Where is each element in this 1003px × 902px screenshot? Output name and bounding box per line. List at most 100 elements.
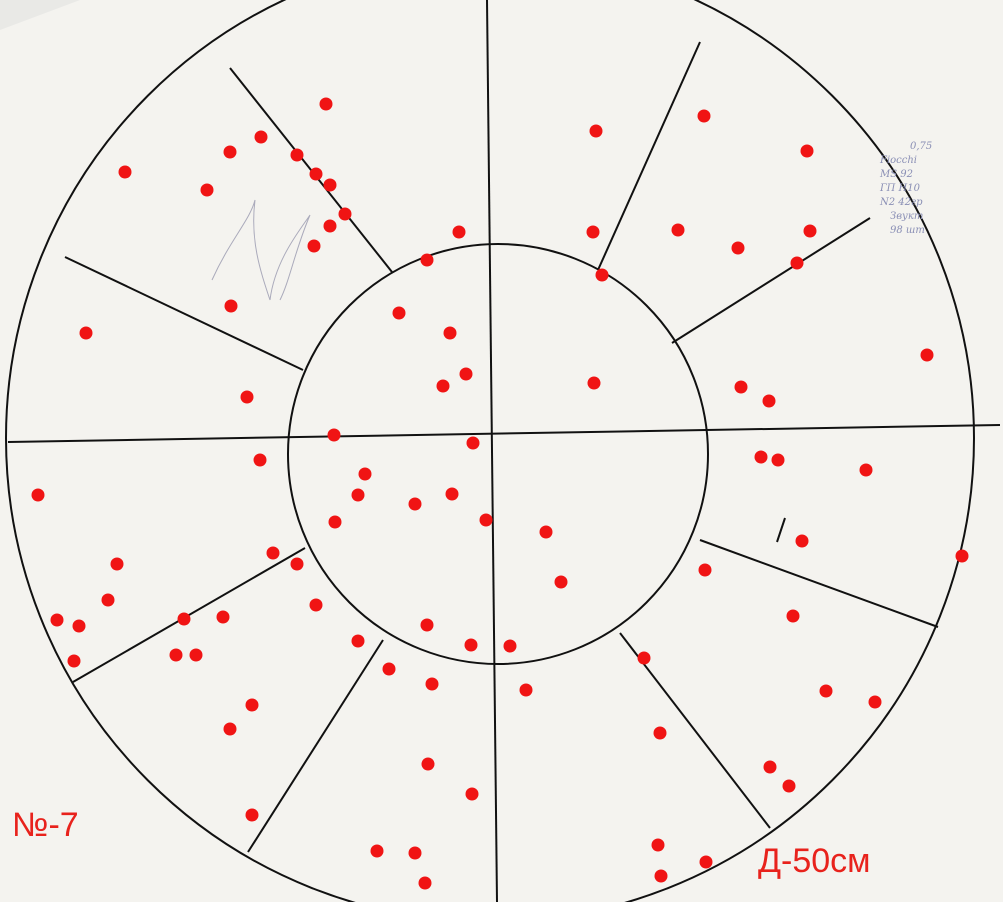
hit-mark: [245, 808, 259, 822]
hit-mark: [408, 846, 422, 860]
sector-line: [597, 41, 701, 271]
hit-mark: [782, 779, 796, 793]
hit-mark: [327, 428, 341, 442]
hit-mark: [554, 575, 568, 589]
hit-mark: [358, 467, 372, 481]
hit-mark: [819, 684, 833, 698]
sector-line: [671, 217, 871, 344]
hit-mark: [790, 256, 804, 270]
hit-mark: [654, 869, 668, 883]
hit-mark: [351, 634, 365, 648]
handwritten-note: MS 92: [880, 169, 913, 180]
hit-mark: [101, 593, 115, 607]
hit-mark: [697, 109, 711, 123]
hit-mark: [803, 224, 817, 238]
hit-mark: [421, 757, 435, 771]
hit-mark: [370, 844, 384, 858]
hit-mark: [118, 165, 132, 179]
hit-mark: [309, 598, 323, 612]
hit-mark: [420, 618, 434, 632]
target-number-label: №-7: [12, 806, 79, 844]
hit-mark: [503, 639, 517, 653]
diameter-label: Д-50см: [758, 842, 871, 880]
hit-mark: [464, 638, 478, 652]
hit-mark: [169, 648, 183, 662]
sector-line: [486, 0, 498, 902]
hit-mark: [868, 695, 882, 709]
hit-mark: [586, 225, 600, 239]
hit-mark: [698, 563, 712, 577]
hit-mark: [418, 876, 432, 890]
handwritten-note: 98 шт: [890, 225, 925, 236]
signature: [211, 199, 311, 301]
inner-circle: [287, 243, 709, 665]
hit-mark: [266, 546, 280, 560]
hit-mark: [254, 130, 268, 144]
hit-mark: [245, 698, 259, 712]
handwritten-note: Звукт: [890, 211, 924, 222]
hit-mark: [459, 367, 473, 381]
hit-mark: [443, 326, 457, 340]
hit-mark: [79, 326, 93, 340]
hit-mark: [408, 497, 422, 511]
handwritten-notes: 0,75 Fiocchi MS 92 ГП Н10 N2 42гр Звукт 98 шт: [880, 140, 932, 238]
hit-mark: [338, 207, 352, 221]
hit-mark: [452, 225, 466, 239]
hit-mark: [290, 557, 304, 571]
hit-mark: [351, 488, 365, 502]
hit-mark: [800, 144, 814, 158]
hit-mark: [323, 219, 337, 233]
hit-mark: [699, 855, 713, 869]
hit-mark: [392, 306, 406, 320]
hit-mark: [223, 722, 237, 736]
hit-marks: [31, 97, 969, 890]
hit-mark: [67, 654, 81, 668]
hit-mark: [72, 619, 86, 633]
hit-mark: [771, 453, 785, 467]
hit-mark: [253, 453, 267, 467]
hit-mark: [445, 487, 459, 501]
hit-mark: [465, 787, 479, 801]
hit-mark: [651, 838, 665, 852]
hit-mark: [110, 557, 124, 571]
hit-mark: [587, 376, 601, 390]
hit-mark: [479, 513, 493, 527]
hit-mark: [200, 183, 214, 197]
handwritten-note: 0,75: [910, 141, 933, 152]
hit-mark: [762, 394, 776, 408]
sector-line: [699, 539, 939, 628]
pen-mark: [776, 517, 786, 543]
hit-mark: [786, 609, 800, 623]
hit-mark: [955, 549, 969, 563]
hit-mark: [307, 239, 321, 253]
hit-mark: [754, 450, 768, 464]
handwritten-note: Fiocchi: [880, 155, 917, 166]
hit-mark: [653, 726, 667, 740]
hit-mark: [323, 178, 337, 192]
hit-mark: [731, 241, 745, 255]
handwritten-note: N2 42гр: [880, 197, 923, 208]
hit-mark: [189, 648, 203, 662]
hit-mark: [589, 124, 603, 138]
hit-mark: [216, 610, 230, 624]
hit-mark: [309, 167, 323, 181]
hit-mark: [290, 148, 304, 162]
hit-mark: [224, 299, 238, 313]
hit-mark: [519, 683, 533, 697]
sector-line: [619, 632, 771, 829]
hit-mark: [31, 488, 45, 502]
hit-mark: [795, 534, 809, 548]
hit-mark: [920, 348, 934, 362]
hit-mark: [671, 223, 685, 237]
hit-mark: [319, 97, 333, 111]
hit-mark: [436, 379, 450, 393]
handwritten-note: ГП Н10: [880, 183, 920, 194]
hit-mark: [425, 677, 439, 691]
hit-mark: [223, 145, 237, 159]
hit-mark: [177, 612, 191, 626]
hit-mark: [50, 613, 64, 627]
sector-line: [64, 256, 304, 371]
sector-line: [7, 424, 1001, 443]
